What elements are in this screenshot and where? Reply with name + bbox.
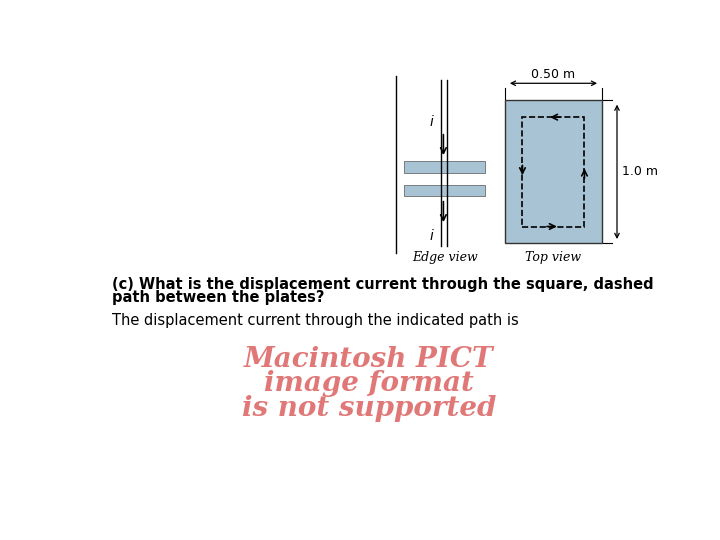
Bar xyxy=(505,100,601,244)
Text: 0.50 m: 0.50 m xyxy=(531,68,575,81)
Bar xyxy=(523,117,585,226)
Text: Top view: Top view xyxy=(526,251,582,264)
Text: Macintosh PICT: Macintosh PICT xyxy=(244,346,494,373)
Bar xyxy=(404,185,485,195)
Text: $i$: $i$ xyxy=(429,114,435,129)
Text: The displacement current through the indicated path is: The displacement current through the ind… xyxy=(112,313,518,328)
Text: (c) What is the displacement current through the square, dashed: (c) What is the displacement current thr… xyxy=(112,276,653,292)
Text: Edge view: Edge view xyxy=(412,251,477,264)
Text: is not supported: is not supported xyxy=(242,395,496,422)
Text: 1.0 m: 1.0 m xyxy=(621,165,657,178)
Text: $i$: $i$ xyxy=(429,228,435,243)
Bar xyxy=(404,161,485,173)
Text: path between the plates?: path between the plates? xyxy=(112,289,324,305)
Text: image format: image format xyxy=(264,370,474,397)
